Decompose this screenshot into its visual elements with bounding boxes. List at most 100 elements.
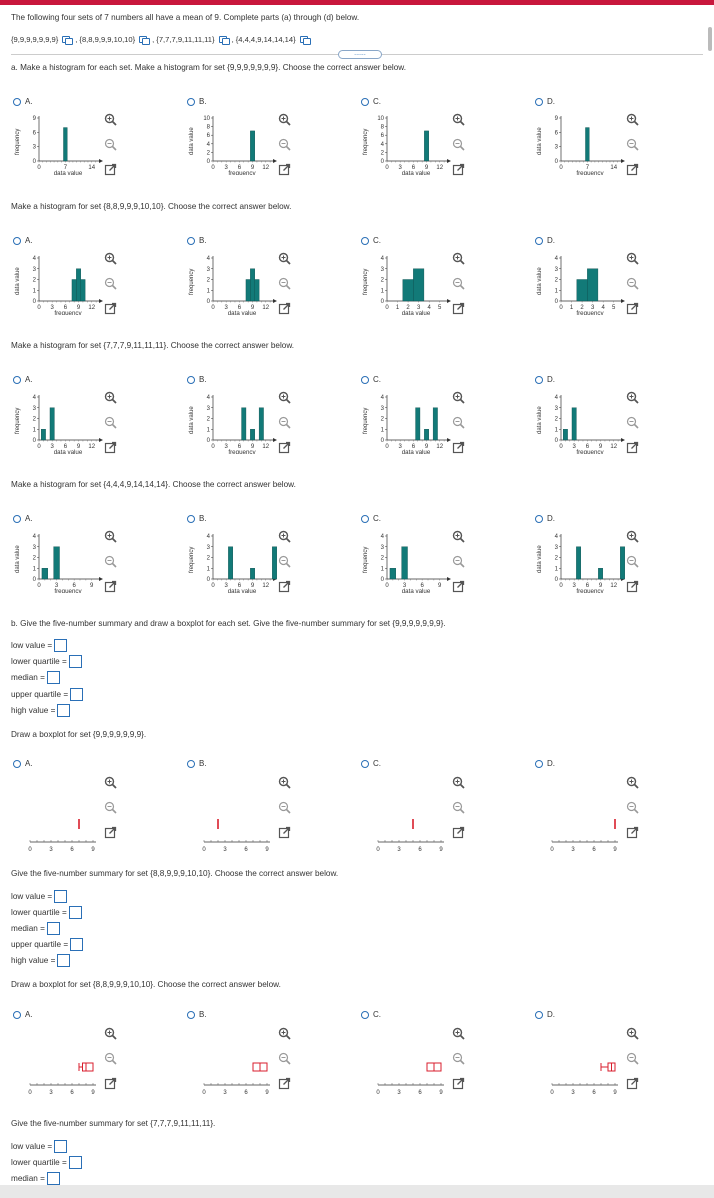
radio-button[interactable]: [187, 97, 195, 106]
radio-button[interactable]: [361, 97, 369, 106]
radio-button[interactable]: [535, 375, 543, 384]
open-new-window-icon[interactable]: [278, 302, 291, 315]
zoom-in-icon[interactable]: [452, 1027, 465, 1040]
zoom-out-icon[interactable]: [452, 138, 465, 151]
histogram-q2-option-c[interactable]: C.: [361, 236, 381, 245]
radio-button[interactable]: [13, 375, 21, 384]
zoom-out-icon[interactable]: [278, 138, 291, 151]
radio-button[interactable]: [13, 1010, 21, 1019]
zoom-out-icon[interactable]: [104, 801, 117, 814]
upper-quartile-input-2[interactable]: [70, 938, 84, 951]
lower-quartile-input-2[interactable]: [68, 906, 82, 919]
open-new-window-icon[interactable]: [626, 826, 639, 839]
open-new-window-icon[interactable]: [452, 163, 465, 176]
zoom-in-icon[interactable]: [278, 530, 291, 543]
zoom-out-icon[interactable]: [626, 416, 639, 429]
median-input-3[interactable]: [46, 1172, 60, 1185]
copy-icon[interactable]: [218, 36, 230, 45]
histogram-q2-option-b[interactable]: B.: [187, 236, 207, 245]
radio-button[interactable]: [535, 514, 543, 523]
radio-button[interactable]: [187, 375, 195, 384]
histogram-q2-option-a[interactable]: A.: [13, 236, 33, 245]
open-new-window-icon[interactable]: [104, 580, 117, 593]
histogram-q1-option-d[interactable]: D.: [535, 97, 555, 106]
histogram-q4-option-a[interactable]: A.: [13, 514, 33, 523]
open-new-window-icon[interactable]: [278, 580, 291, 593]
open-new-window-icon[interactable]: [104, 163, 117, 176]
open-new-window-icon[interactable]: [104, 441, 117, 454]
zoom-in-icon[interactable]: [626, 1027, 639, 1040]
zoom-in-icon[interactable]: [452, 252, 465, 265]
radio-button[interactable]: [535, 97, 543, 106]
expand-more-button[interactable]: ......: [338, 50, 382, 59]
zoom-out-icon[interactable]: [278, 277, 291, 290]
zoom-in-icon[interactable]: [626, 530, 639, 543]
zoom-out-icon[interactable]: [104, 416, 117, 429]
radio-button[interactable]: [535, 236, 543, 245]
open-new-window-icon[interactable]: [104, 826, 117, 839]
zoom-out-icon[interactable]: [278, 416, 291, 429]
copy-icon[interactable]: [62, 36, 74, 45]
zoom-in-icon[interactable]: [104, 1027, 117, 1040]
open-new-window-icon[interactable]: [452, 1077, 465, 1090]
zoom-in-icon[interactable]: [452, 776, 465, 789]
median-input-2[interactable]: [46, 922, 60, 935]
high-value-input[interactable]: [57, 704, 71, 717]
radio-button[interactable]: [361, 759, 369, 768]
zoom-in-icon[interactable]: [104, 776, 117, 789]
zoom-in-icon[interactable]: [626, 252, 639, 265]
histogram-q4-option-d[interactable]: D.: [535, 514, 555, 523]
open-new-window-icon[interactable]: [626, 1077, 639, 1090]
radio-button[interactable]: [187, 236, 195, 245]
zoom-out-icon[interactable]: [452, 555, 465, 568]
histogram-q1-option-a[interactable]: A.: [13, 97, 33, 106]
boxplot-set2-option-a[interactable]: A.: [13, 1010, 33, 1019]
zoom-out-icon[interactable]: [626, 277, 639, 290]
zoom-out-icon[interactable]: [452, 277, 465, 290]
zoom-out-icon[interactable]: [452, 801, 465, 814]
radio-button[interactable]: [13, 236, 21, 245]
radio-button[interactable]: [361, 1010, 369, 1019]
radio-button[interactable]: [187, 759, 195, 768]
zoom-out-icon[interactable]: [626, 1052, 639, 1065]
open-new-window-icon[interactable]: [278, 826, 291, 839]
zoom-out-icon[interactable]: [104, 555, 117, 568]
zoom-out-icon[interactable]: [626, 555, 639, 568]
open-new-window-icon[interactable]: [452, 441, 465, 454]
histogram-q3-option-b[interactable]: B.: [187, 375, 207, 384]
zoom-out-icon[interactable]: [278, 1052, 291, 1065]
low-value-input[interactable]: [54, 639, 68, 652]
zoom-in-icon[interactable]: [626, 113, 639, 126]
open-new-window-icon[interactable]: [278, 163, 291, 176]
zoom-in-icon[interactable]: [452, 391, 465, 404]
zoom-out-icon[interactable]: [104, 138, 117, 151]
zoom-in-icon[interactable]: [278, 113, 291, 126]
zoom-out-icon[interactable]: [626, 801, 639, 814]
radio-button[interactable]: [13, 759, 21, 768]
zoom-out-icon[interactable]: [452, 416, 465, 429]
low-value-input-3[interactable]: [54, 1140, 68, 1153]
open-new-window-icon[interactable]: [104, 302, 117, 315]
zoom-in-icon[interactable]: [278, 391, 291, 404]
open-new-window-icon[interactable]: [452, 302, 465, 315]
lower-quartile-input[interactable]: [68, 655, 82, 668]
boxplot-set1-option-d[interactable]: D.: [535, 759, 555, 768]
boxplot-set1-option-b[interactable]: B.: [187, 759, 207, 768]
zoom-out-icon[interactable]: [104, 1052, 117, 1065]
radio-button[interactable]: [187, 514, 195, 523]
zoom-in-icon[interactable]: [104, 530, 117, 543]
zoom-out-icon[interactable]: [104, 277, 117, 290]
zoom-in-icon[interactable]: [626, 391, 639, 404]
histogram-q3-option-c[interactable]: C.: [361, 375, 381, 384]
zoom-out-icon[interactable]: [278, 555, 291, 568]
copy-icon[interactable]: [299, 36, 311, 45]
histogram-q4-option-c[interactable]: C.: [361, 514, 381, 523]
open-new-window-icon[interactable]: [278, 1077, 291, 1090]
boxplot-set2-option-d[interactable]: D.: [535, 1010, 555, 1019]
histogram-q3-option-d[interactable]: D.: [535, 375, 555, 384]
boxplot-set1-option-c[interactable]: C.: [361, 759, 381, 768]
histogram-q4-option-b[interactable]: B.: [187, 514, 207, 523]
radio-button[interactable]: [13, 514, 21, 523]
open-new-window-icon[interactable]: [626, 163, 639, 176]
open-new-window-icon[interactable]: [626, 302, 639, 315]
